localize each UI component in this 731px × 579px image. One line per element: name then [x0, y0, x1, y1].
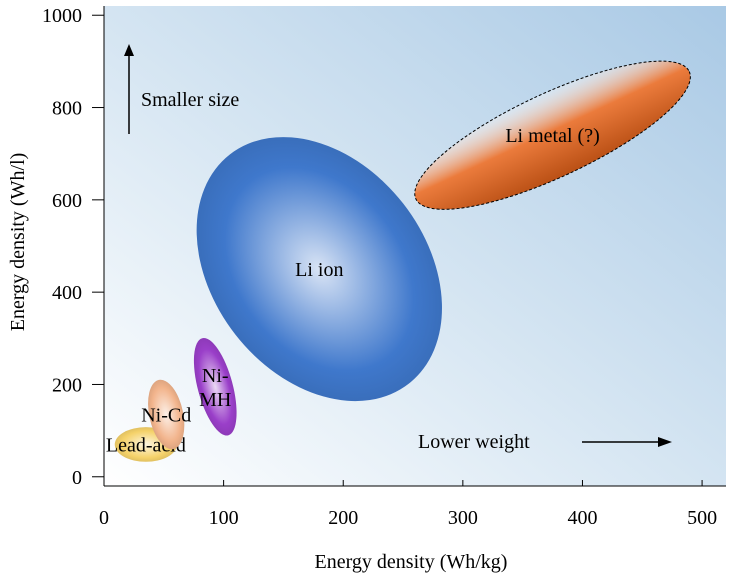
x-tick-label: 300 [448, 507, 478, 529]
smaller-size-label: Smaller size [141, 89, 239, 111]
y-tick-label: 1000 [42, 5, 82, 27]
ni-mh-region [193, 338, 237, 436]
li-metal-region [414, 60, 691, 210]
x-axis-title: Energy density (Wh/kg) [315, 551, 508, 573]
x-tick-label: 400 [567, 507, 597, 529]
y-tick-label: 200 [52, 374, 82, 396]
x-tick-label: 200 [328, 507, 358, 529]
axes-layer: 0 100 200 300 400 500 0 200 400 600 800 1000 Energy … [7, 5, 726, 573]
ni-cd-label: Ni-Cd [141, 404, 191, 426]
li-ion-region [196, 137, 442, 402]
y-tick-label: 600 [52, 190, 82, 212]
lower-weight-label: Lower weight [418, 431, 530, 453]
x-tick-label: 100 [209, 507, 239, 529]
y-axis-title: Energy density (Wh/l) [7, 153, 29, 331]
li-ion-label: Li ion [295, 259, 343, 281]
y-tick-label: 0 [72, 467, 82, 489]
li-metal-label: Li metal (?) [505, 125, 599, 147]
y-tick-label: 400 [52, 282, 82, 304]
right-arrow-head [658, 437, 672, 447]
ni-mh-label: Ni-MH [199, 365, 231, 411]
ni-cd-region [148, 379, 185, 450]
annotations-layer: Smaller size Lower weight [124, 44, 672, 453]
y-tick-label: 800 [52, 98, 82, 120]
x-tick-label: 0 [99, 507, 109, 529]
up-arrow-head [124, 44, 134, 56]
x-tick-label: 500 [687, 507, 717, 529]
